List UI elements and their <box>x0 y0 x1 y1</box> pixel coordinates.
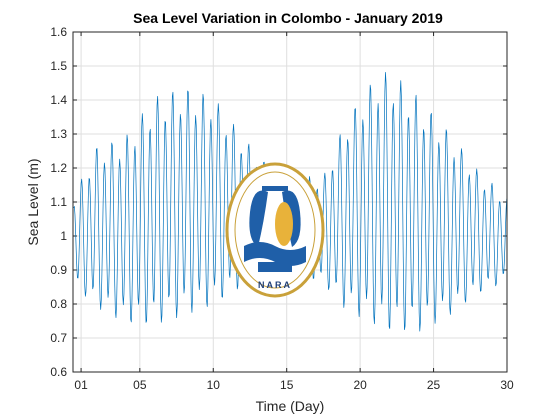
y-tick-label: 0.8 <box>50 297 67 311</box>
x-axis-label: Time (Day) <box>256 398 325 414</box>
y-tick-label: 1 <box>60 229 67 243</box>
y-axis-label: Sea Level (m) <box>25 158 41 245</box>
x-tick-label: 15 <box>280 378 294 392</box>
x-ticks: 01 05 10 15 20 25 30 <box>74 32 514 392</box>
y-tick-label: 0.6 <box>50 365 67 379</box>
y-tick-label: 1.2 <box>50 161 67 175</box>
y-tick-label: 1.4 <box>50 93 67 107</box>
x-tick-label: 20 <box>353 378 367 392</box>
y-tick-label: 0.9 <box>50 263 67 277</box>
x-tick-label: 30 <box>500 378 514 392</box>
y-tick-label: 1.5 <box>50 59 67 73</box>
y-tick-label: 0.7 <box>50 331 67 345</box>
x-tick-label: 05 <box>133 378 147 392</box>
y-tick-label: 1.3 <box>50 127 67 141</box>
y-tick-label: 1.1 <box>50 195 67 209</box>
y-ticks: 0.6 0.7 0.8 0.9 1 1.1 1.2 1.3 1.4 1.5 1.6 <box>50 25 507 379</box>
nara-logo: NARA <box>225 162 325 298</box>
plot-frame <box>72 31 508 373</box>
x-tick-label: 01 <box>74 378 88 392</box>
x-tick-label: 10 <box>207 378 221 392</box>
chart-title: Sea Level Variation in Colombo - January… <box>133 10 443 26</box>
logo-text: NARA <box>258 280 292 290</box>
x-tick-label: 25 <box>427 378 441 392</box>
y-tick-label: 1.6 <box>50 25 67 39</box>
